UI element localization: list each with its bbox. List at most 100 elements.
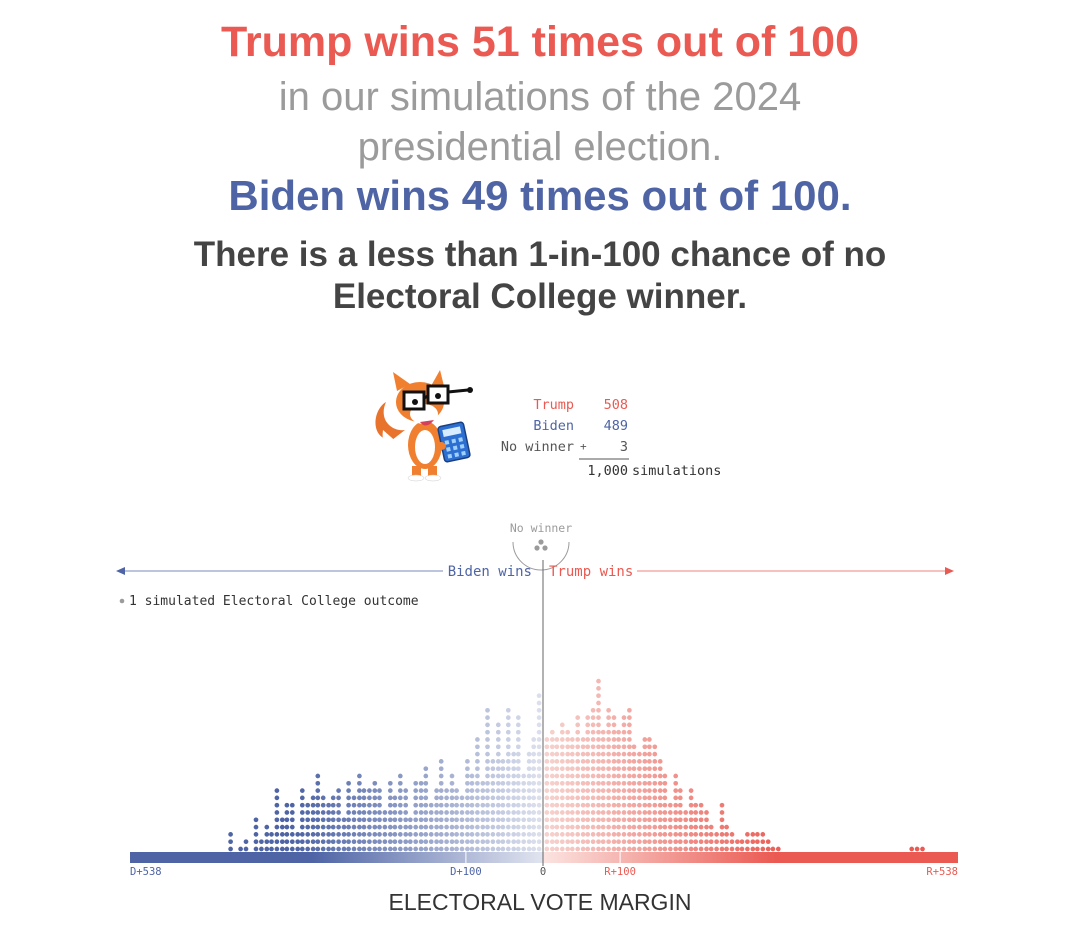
- simulation-dot: [667, 810, 673, 815]
- simulation-dot: [549, 846, 555, 852]
- simulation-dot: [536, 715, 542, 720]
- simulation-dot: [580, 846, 586, 852]
- simulation-dot: [575, 773, 581, 779]
- simulation-dot: [585, 846, 591, 852]
- simulation-dot: [580, 759, 586, 764]
- simulation-dot: [526, 846, 532, 852]
- simulation-dot: [554, 839, 560, 845]
- simulation-dot: [515, 715, 521, 720]
- simulation-dot: [698, 832, 704, 837]
- simulation-dot: [637, 832, 642, 837]
- simulation-dot: [559, 780, 565, 786]
- simulation-dot: [500, 832, 506, 837]
- simulation-dot: [357, 780, 362, 786]
- simulation-dot: [495, 802, 501, 808]
- simulation-dot: [454, 788, 459, 793]
- simulation-dot: [526, 839, 532, 845]
- simulation-dot: [673, 817, 679, 823]
- simulation-dot: [351, 802, 357, 808]
- simulation-dot: [500, 824, 506, 830]
- simulation-dot: [596, 802, 601, 808]
- simulation-dot: [444, 846, 449, 852]
- axis-tick-label: D+538: [130, 866, 162, 878]
- simulation-dot: [745, 839, 750, 845]
- simulation-dot: [490, 824, 496, 830]
- simulation-dot: [346, 810, 351, 815]
- simulation-dot: [652, 773, 658, 779]
- simulation-dot: [549, 824, 555, 830]
- simulation-dot: [511, 839, 517, 845]
- simulation-dot: [428, 832, 434, 837]
- simulation-dot: [536, 780, 542, 786]
- simulation-dot: [372, 846, 378, 852]
- simulation-dot: [372, 780, 378, 786]
- simulation-dot: [403, 817, 409, 823]
- simulation-dot: [305, 846, 311, 852]
- simulation-dot: [392, 802, 398, 808]
- simulation-dot: [372, 788, 378, 793]
- simulation-dot: [637, 817, 642, 823]
- simulation-dot: [544, 759, 550, 764]
- simulation-dot: [719, 824, 725, 830]
- simulation-dot: [480, 846, 486, 852]
- simulation-dot: [621, 751, 627, 757]
- simulation-dot: [336, 839, 341, 845]
- simulation-dot: [544, 832, 550, 837]
- simulation-dot: [511, 795, 517, 801]
- simulation-dot: [495, 780, 501, 786]
- simulation-dot: [495, 773, 501, 779]
- simulation-dot: [606, 759, 611, 764]
- simulation-dot: [357, 795, 362, 801]
- simulation-dot: [575, 795, 581, 801]
- simulation-dot: [549, 795, 555, 801]
- simulation-dot: [521, 773, 527, 779]
- simulation-dot: [596, 729, 601, 735]
- simulation-dot: [485, 751, 490, 757]
- simulation-dot: [600, 773, 606, 779]
- simulation-dot: [469, 795, 475, 801]
- simulation-dot: [549, 751, 555, 757]
- simulation-dot: [289, 824, 295, 830]
- simulation-dot: [611, 824, 617, 830]
- simulation-dot: [627, 729, 632, 735]
- simulation-dot: [423, 832, 429, 837]
- simulation-dot: [407, 839, 413, 845]
- simulation-dot: [549, 817, 555, 823]
- simulation-dot: [515, 773, 521, 779]
- simulation-dot: [596, 788, 601, 793]
- simulation-dot: [616, 817, 621, 823]
- simulation-dot: [616, 780, 621, 786]
- simulation-dot: [511, 802, 517, 808]
- simulation-dot: [657, 824, 663, 830]
- simulation-dot: [336, 788, 341, 793]
- simulation-dot: [320, 839, 326, 845]
- simulation-dot: [428, 846, 434, 852]
- simulation-dot: [434, 839, 439, 845]
- simulation-dot: [677, 817, 683, 823]
- simulation-dot: [616, 751, 621, 757]
- simulation-dot: [677, 832, 683, 837]
- simulation-dot: [531, 780, 537, 786]
- simulation-dot: [590, 832, 596, 837]
- simulation-dot: [616, 737, 621, 742]
- axis-gradient-bar: [130, 852, 958, 863]
- simulation-dot: [667, 817, 673, 823]
- simulation-dot: [735, 846, 740, 852]
- simulation-dot: [299, 839, 305, 845]
- simulation-dot: [549, 766, 555, 772]
- simulation-dot: [469, 810, 475, 815]
- simulation-dot: [500, 839, 506, 845]
- simulation-dot: [469, 780, 475, 786]
- simulation-dot: [444, 824, 449, 830]
- simulation-dot: [531, 788, 537, 793]
- simulation-dot: [600, 737, 606, 742]
- simulation-dot: [485, 824, 490, 830]
- simulation-dot: [526, 788, 532, 793]
- simulation-dot: [485, 780, 490, 786]
- simulation-dot: [495, 846, 501, 852]
- simulation-dot: [392, 832, 398, 837]
- simulation-dot: [549, 773, 555, 779]
- simulation-dot: [611, 817, 617, 823]
- simulation-dot: [575, 751, 581, 757]
- simulation-dot: [652, 802, 658, 808]
